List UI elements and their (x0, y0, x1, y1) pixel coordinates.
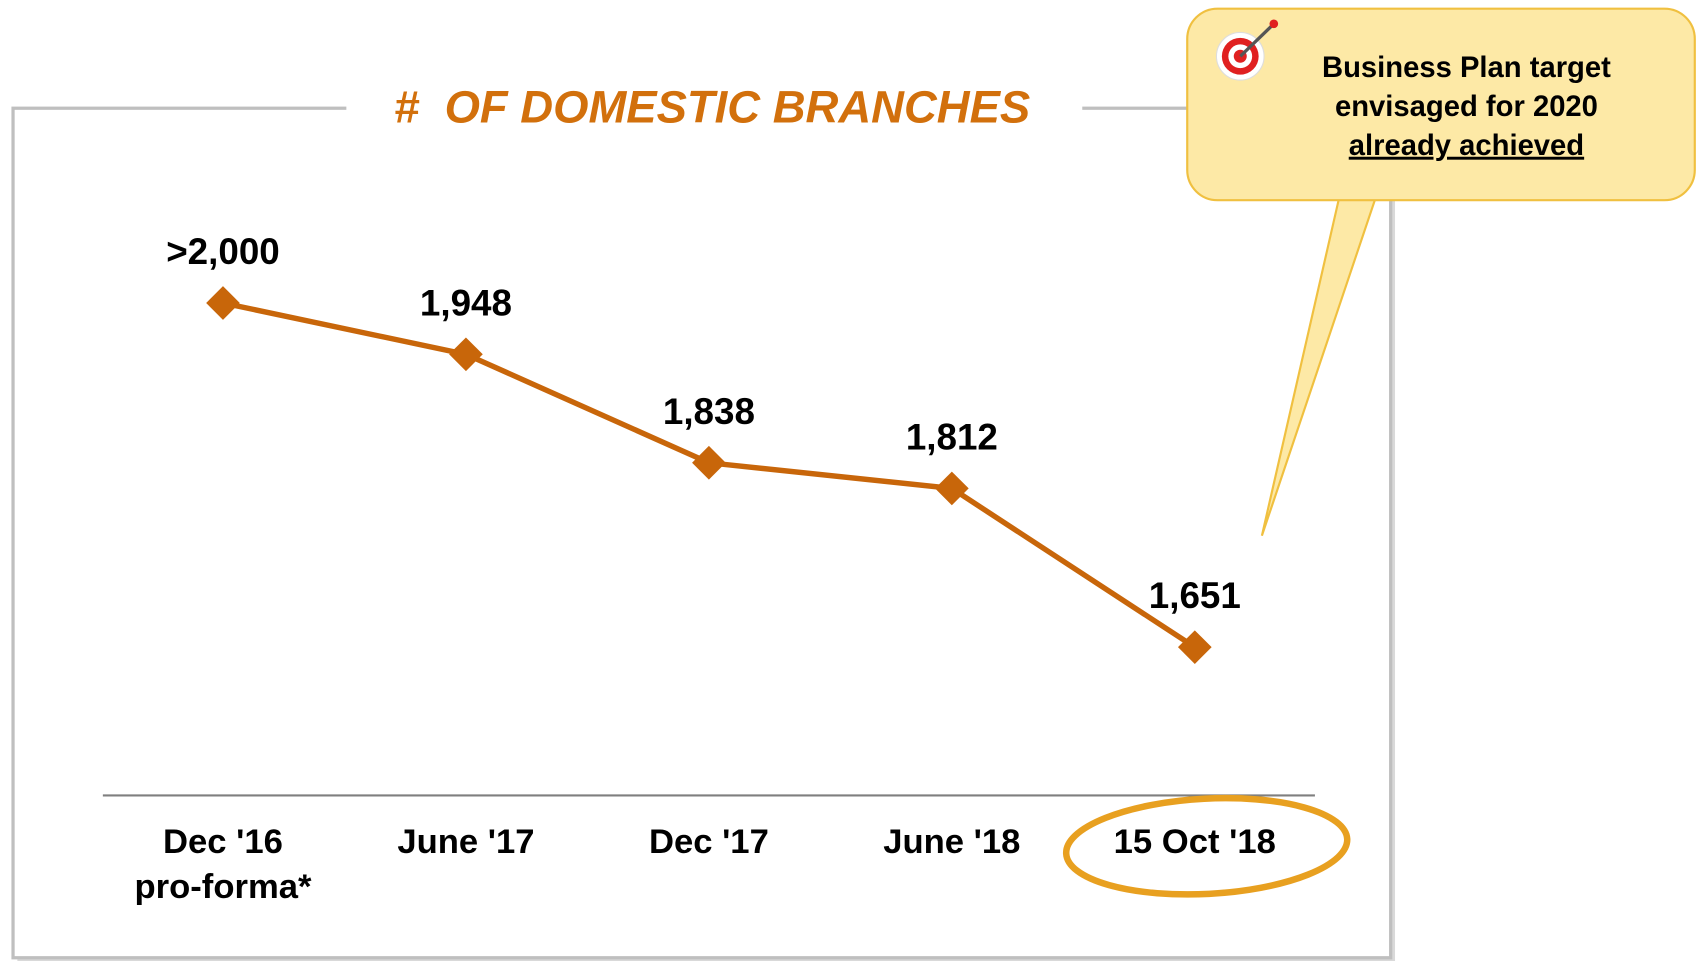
x-tick-label: June '18 (883, 823, 1020, 861)
chart-title: # OF DOMESTIC BRANCHES (394, 81, 1030, 132)
callout-text: Business Plan target (1322, 52, 1611, 84)
x-tick-label: Dec '17 (649, 823, 769, 861)
point (692, 445, 726, 480)
point (449, 337, 483, 372)
point (206, 286, 240, 320)
x-tick-label: June '17 (397, 823, 534, 861)
title-bg (346, 75, 1083, 141)
plot: Dec '16 pro-forma* June '17 Dec '17 June '18… (134, 231, 1275, 906)
data-label: 1,812 (906, 416, 998, 457)
x-tick-label: 15 Oct '18 (1114, 823, 1276, 861)
x-tick-label: Dec '16 pro-forma* (134, 823, 312, 906)
callout-text: already achieved (1349, 130, 1584, 162)
callout-text: envisaged for 2020 (1335, 91, 1598, 123)
callout (1186, 7, 1696, 202)
data-label: 1,838 (663, 391, 755, 432)
frame (11, 106, 1393, 960)
data-label: 1,948 (420, 282, 512, 323)
data-label: 1,651 (1149, 575, 1241, 616)
highlight-ring (1062, 794, 1351, 898)
target-icon (1215, 19, 1279, 81)
data-label: >2,000 (166, 231, 280, 272)
